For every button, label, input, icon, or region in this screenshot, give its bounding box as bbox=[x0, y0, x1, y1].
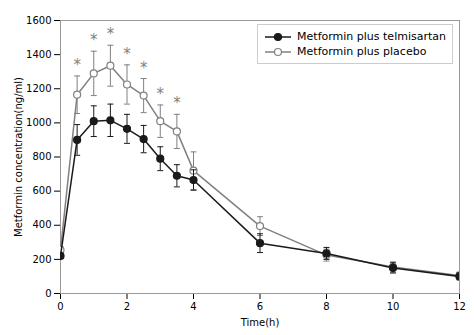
svg-text:800: 800 bbox=[32, 151, 51, 162]
svg-text:*: * bbox=[157, 85, 165, 103]
svg-text:600: 600 bbox=[32, 185, 51, 196]
svg-text:1600: 1600 bbox=[26, 15, 51, 26]
svg-text:0: 0 bbox=[57, 301, 63, 312]
svg-text:4: 4 bbox=[190, 301, 196, 312]
svg-text:10: 10 bbox=[387, 301, 400, 312]
svg-text:6: 6 bbox=[257, 301, 263, 312]
svg-text:2: 2 bbox=[124, 301, 130, 312]
svg-text:*: * bbox=[123, 45, 131, 63]
svg-text:Metformin concentration(ng/ml): Metformin concentration(ng/ml) bbox=[13, 77, 24, 237]
svg-text:200: 200 bbox=[32, 254, 51, 265]
svg-text:*: * bbox=[173, 94, 181, 112]
svg-text:*: * bbox=[140, 59, 148, 77]
svg-text:1200: 1200 bbox=[26, 83, 51, 94]
svg-text:*: * bbox=[107, 25, 115, 43]
svg-text:Time(h): Time(h) bbox=[240, 317, 280, 328]
html-text:Metformin plus placebo: Metformin plus placebo bbox=[297, 45, 427, 58]
svg-text:*: * bbox=[90, 31, 98, 49]
svg-text:12: 12 bbox=[453, 301, 466, 312]
svg-text:1000: 1000 bbox=[26, 117, 51, 128]
svg-text:0: 0 bbox=[45, 288, 51, 299]
svg-text:400: 400 bbox=[32, 219, 51, 230]
html-text:Metformin plus telmisartan: Metformin plus telmisartan bbox=[297, 30, 446, 43]
svg-text:1400: 1400 bbox=[26, 49, 51, 60]
svg-text:8: 8 bbox=[323, 301, 329, 312]
svg-text:*: * bbox=[73, 56, 81, 74]
